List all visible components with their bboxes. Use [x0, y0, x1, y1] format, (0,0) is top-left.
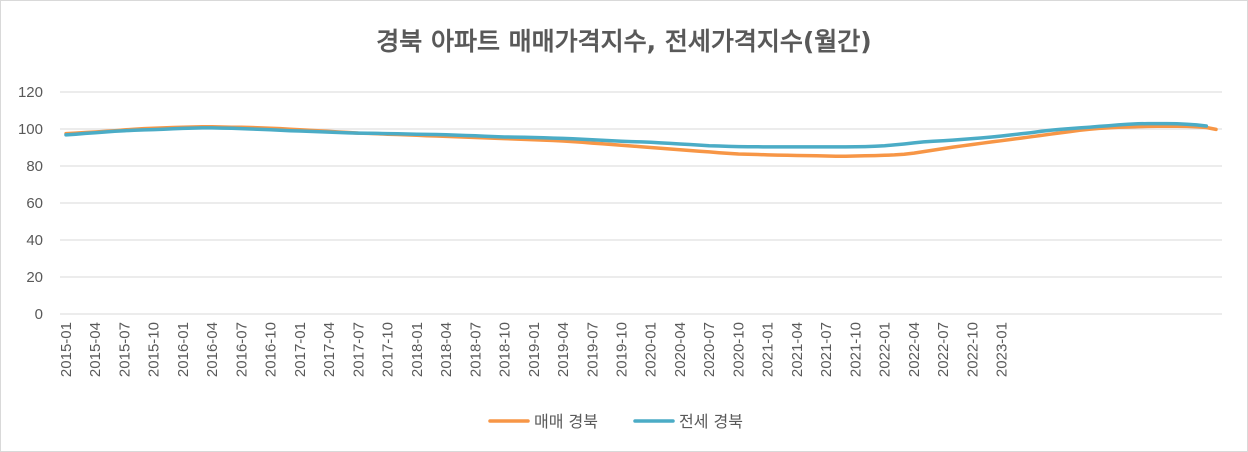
legend: 매매 경북 전세 경북 — [488, 412, 743, 431]
x-tick-label: 2021-01 — [760, 322, 777, 377]
x-tick-label: 2018-10 — [497, 322, 514, 377]
x-tick-label: 2019-07 — [584, 322, 601, 377]
x-tick-label: 2020-10 — [730, 322, 747, 377]
x-tick-label: 2022-04 — [906, 322, 923, 377]
x-tick-label: 2020-01 — [643, 322, 660, 377]
x-tick-label: 2021-10 — [847, 322, 864, 377]
x-tick-label: 2022-07 — [935, 322, 952, 377]
x-tick-label: 2019-04 — [555, 322, 572, 377]
x-tick-label: 2021-04 — [789, 322, 806, 377]
x-tick-label: 2020-07 — [701, 322, 718, 377]
series-line-jeonse — [64, 121, 1209, 149]
y-tick-label: 40 — [26, 232, 43, 249]
x-axis-ticks: 2015-01 2015-04 2015-07 2015-10 2016-01 2016-… — [58, 322, 1011, 377]
y-tick-label: 100 — [18, 121, 43, 138]
legend-label: 매매 경북 — [534, 412, 598, 431]
chart-title: 경북 아파트 매매가격지수, 전세가격지수(월간) — [376, 27, 871, 56]
gridlines — [60, 91, 1222, 315]
x-tick-label: 2019-10 — [614, 322, 631, 377]
x-tick-label: 2016-01 — [175, 322, 192, 377]
x-tick-label: 2017-10 — [380, 322, 397, 377]
y-tick-label: 80 — [26, 158, 43, 175]
series-lines — [64, 121, 1218, 158]
y-tick-label: 120 — [18, 84, 43, 101]
y-tick-label: 60 — [26, 195, 43, 212]
y-tick-label: 0 — [35, 306, 43, 323]
x-tick-label: 2019-01 — [526, 322, 543, 377]
x-tick-label: 2017-01 — [292, 322, 309, 377]
legend-label: 전세 경북 — [679, 412, 743, 431]
x-tick-label: 2015-04 — [87, 322, 104, 377]
x-tick-label: 2016-04 — [204, 322, 221, 377]
x-tick-label: 2018-01 — [409, 322, 426, 377]
x-tick-label: 2017-04 — [321, 322, 338, 377]
x-tick-label: 2018-04 — [438, 322, 455, 377]
y-tick-label: 20 — [26, 269, 43, 286]
x-tick-label: 2021-07 — [818, 322, 835, 377]
x-tick-label: 2020-04 — [672, 322, 689, 377]
x-tick-label: 2015-01 — [58, 322, 75, 377]
x-tick-label: 2022-10 — [964, 322, 981, 377]
x-tick-label: 2016-10 — [263, 322, 280, 377]
x-tick-label: 2023-01 — [994, 322, 1011, 377]
y-axis-ticks: 0 20 40 60 80 100 120 — [18, 84, 43, 323]
x-tick-label: 2018-07 — [467, 322, 484, 377]
x-tick-label: 2015-07 — [116, 322, 133, 377]
x-tick-label: 2022-01 — [877, 322, 894, 377]
x-tick-label: 2016-07 — [233, 322, 250, 377]
x-tick-label: 2015-10 — [146, 322, 163, 377]
x-tick-label: 2017-07 — [350, 322, 367, 377]
